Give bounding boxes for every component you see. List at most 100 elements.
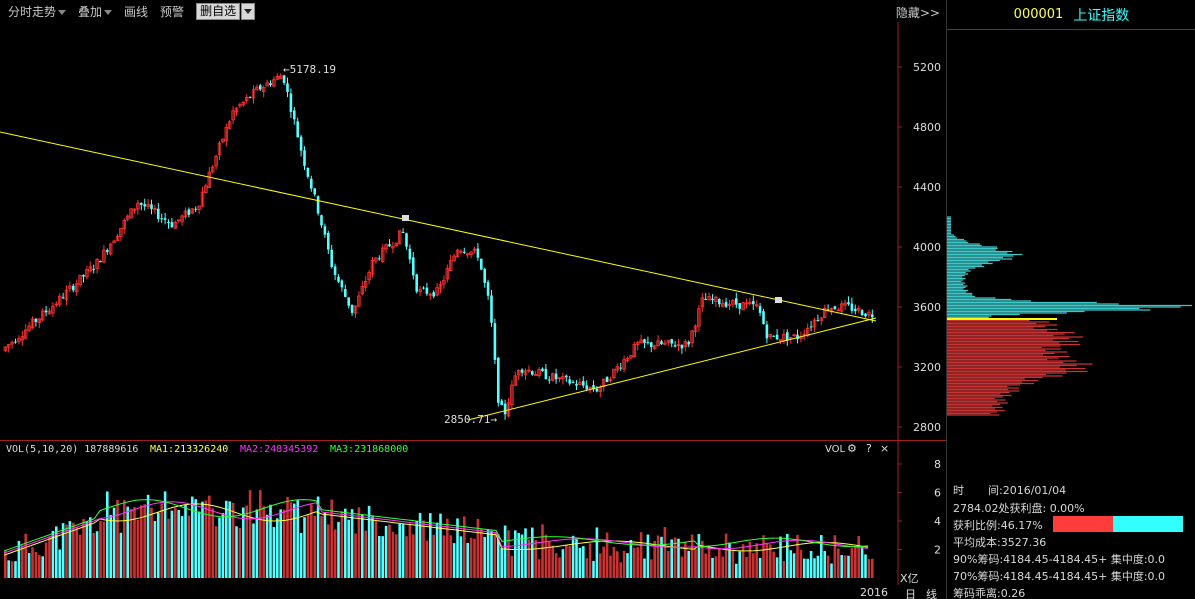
candle-body	[741, 302, 745, 311]
volume-bar	[415, 520, 418, 578]
chip-distribution-panel: 000001 上证指数 时间:2016/01/04 2784.02处获利盘: 0…	[946, 0, 1195, 599]
delete-watchlist-button[interactable]: 删自选	[196, 2, 241, 20]
volume-bar	[381, 536, 384, 578]
avg-cost: 平均成本:3527.36	[953, 536, 1047, 549]
volume-bar	[143, 504, 146, 578]
candle-body	[612, 368, 616, 378]
volume-bar	[670, 539, 673, 578]
volume-bar	[187, 515, 191, 578]
volume-bar	[789, 550, 792, 578]
candle-body	[150, 204, 153, 209]
volume-bar	[860, 546, 864, 578]
volume-bar	[534, 540, 537, 578]
volume-bar	[153, 520, 157, 578]
volume-bar	[255, 509, 259, 578]
watchlist-dropdown-button[interactable]	[241, 2, 256, 20]
chip-bars	[947, 216, 1192, 416]
volume-bar	[510, 555, 514, 578]
candle-body	[286, 83, 289, 92]
candle-body	[775, 334, 779, 340]
volume-bar	[820, 535, 823, 578]
vol-header-text: MA1:213326240	[150, 444, 228, 455]
candle-body	[214, 155, 218, 167]
volume-bar	[184, 504, 187, 578]
volume-chart[interactable]: VOL(5,10,20) 187889616 MA1:213326240 MA2:2…	[0, 440, 946, 585]
volume-bar	[578, 547, 582, 578]
intraday-label: 分时走势	[8, 4, 57, 19]
period-day-label[interactable]: 日	[905, 588, 916, 599]
volume-bar	[167, 518, 170, 578]
volume-bar	[473, 538, 476, 578]
volume-bar	[823, 551, 826, 578]
help-icon[interactable]: ?	[866, 442, 872, 455]
volume-bar	[72, 522, 75, 578]
volume-bar	[622, 550, 626, 578]
volume-bar	[847, 555, 850, 578]
hide-panel-button[interactable]: 隐藏>>	[895, 6, 940, 20]
candle-body	[455, 249, 460, 258]
volume-bars	[4, 490, 874, 578]
candle-body	[565, 375, 568, 378]
volume-bar	[758, 557, 762, 578]
overlay-menu[interactable]: 叠加	[78, 3, 113, 20]
candle-body	[497, 357, 500, 403]
candle-body	[755, 304, 759, 307]
candle-body	[378, 258, 381, 260]
vol-header-text: VOL(5,10,20) 187889616	[6, 444, 138, 455]
candlestick-chart[interactable]: 5200 4800 4400 4000 3600 3200 2800 ←5178.19 2850…	[0, 22, 946, 440]
candle-body	[605, 376, 609, 383]
candle-body	[299, 136, 303, 151]
y-tick-label: 4800	[913, 121, 941, 134]
candle-body	[200, 191, 205, 207]
candle-body	[320, 215, 323, 226]
volume-bar	[565, 544, 568, 578]
volume-bar	[323, 512, 327, 578]
candle-body	[397, 230, 402, 245]
volume-bar	[140, 505, 143, 578]
candle-body	[217, 142, 222, 155]
volume-bar	[738, 551, 741, 578]
candle-body	[340, 280, 344, 288]
volume-bar	[425, 540, 429, 578]
candle-body	[204, 185, 208, 193]
volume-bar	[408, 523, 412, 578]
period-line-label[interactable]: 线	[926, 588, 937, 599]
candle-body	[731, 300, 735, 305]
candle-body	[231, 110, 235, 121]
candle-body	[714, 296, 718, 302]
candle-body	[459, 250, 463, 253]
vol-y-tick-label: 2	[934, 544, 941, 557]
candle-body	[119, 227, 123, 237]
volume-bar	[299, 532, 303, 578]
intraday-menu[interactable]: 分时走势	[8, 3, 67, 20]
candle-body	[221, 138, 225, 143]
candle-body	[272, 79, 276, 87]
volume-bar	[191, 496, 194, 578]
volume-bar	[741, 544, 745, 578]
candle-body	[718, 299, 721, 305]
volume-bar	[752, 553, 755, 578]
candle-body	[99, 260, 102, 263]
volume-bar	[238, 528, 242, 578]
volume-bar	[228, 501, 231, 578]
y-tick-label: 3200	[913, 361, 941, 374]
candle-body	[653, 345, 657, 349]
draw-line-button[interactable]: 画线	[124, 4, 149, 19]
year-label: 2016	[860, 586, 888, 599]
candle-body	[374, 257, 378, 262]
volume-bar	[871, 558, 874, 578]
alert-button[interactable]: 预警	[160, 4, 185, 19]
volume-bar	[78, 534, 82, 578]
volume-bar	[769, 544, 772, 578]
volume-bar	[293, 503, 296, 578]
profit-ratio-fill	[1053, 516, 1114, 532]
candle-body	[639, 339, 643, 344]
candle-body	[693, 325, 698, 333]
volume-bar	[10, 561, 14, 578]
candle-body	[207, 171, 211, 188]
candle-body	[823, 307, 827, 318]
gear-icon[interactable]: ⚙	[847, 442, 857, 455]
volume-bar	[626, 553, 629, 578]
close-icon[interactable]: ×	[880, 442, 889, 455]
volume-bar	[65, 524, 68, 578]
